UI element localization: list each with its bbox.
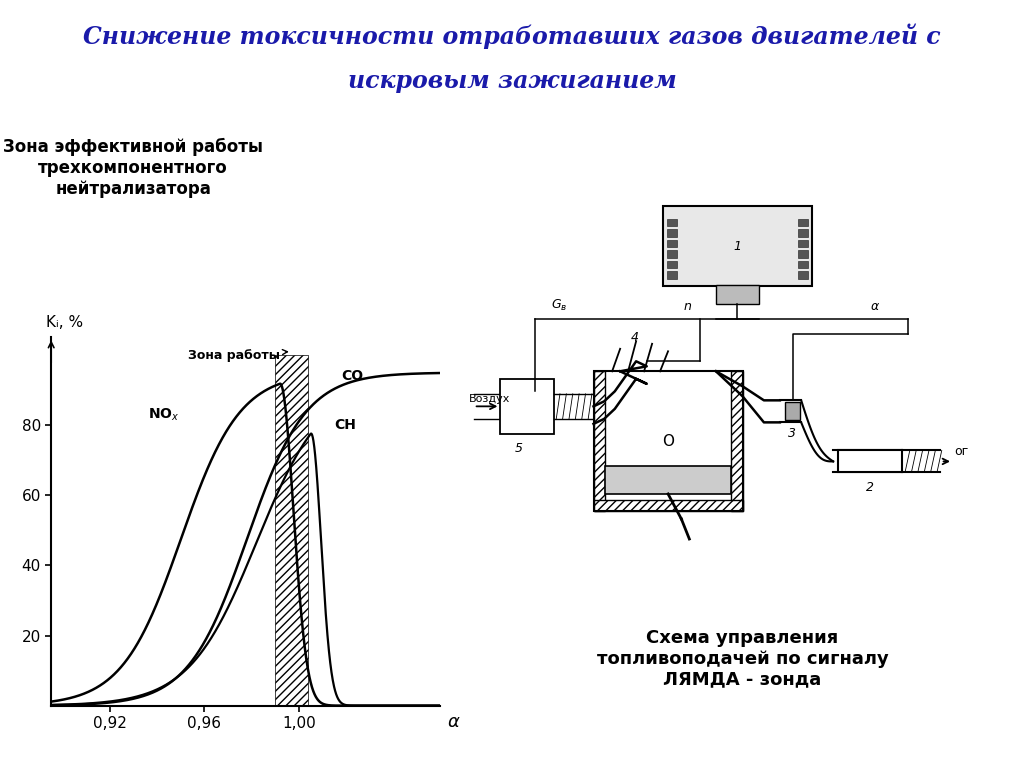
- Bar: [594, 371, 742, 512]
- Text: 5: 5: [515, 443, 523, 456]
- Bar: [667, 272, 677, 278]
- Bar: [798, 261, 808, 268]
- Text: Зона работы: Зона работы: [188, 348, 288, 361]
- Text: 4: 4: [631, 331, 639, 344]
- Bar: [667, 229, 677, 237]
- Text: 2: 2: [866, 482, 874, 495]
- Text: искровым зажиганием: искровым зажиганием: [347, 69, 677, 93]
- Bar: [594, 500, 742, 512]
- Bar: [501, 379, 554, 434]
- Text: n: n: [684, 300, 692, 313]
- Bar: [731, 371, 742, 512]
- Text: Снижение токсичности отработавших газов двигателей с: Снижение токсичности отработавших газов …: [83, 23, 941, 48]
- Text: Зона эффективной работы
трехкомпонентного
нейтрализатора: Зона эффективной работы трехкомпонентног…: [3, 138, 263, 198]
- Text: α: α: [447, 713, 460, 731]
- Text: Воздух: Воздух: [468, 393, 510, 404]
- Text: Kᵢ, %: Kᵢ, %: [46, 315, 84, 331]
- Bar: [798, 250, 808, 258]
- Bar: [798, 272, 808, 278]
- Bar: [785, 403, 800, 420]
- Text: CO: CO: [341, 369, 364, 383]
- Bar: [667, 239, 677, 247]
- Text: NO$_x$: NO$_x$: [147, 407, 179, 423]
- Bar: [667, 219, 677, 226]
- Bar: [716, 285, 759, 304]
- Text: α: α: [870, 300, 879, 313]
- Bar: [667, 261, 677, 268]
- Bar: [839, 450, 902, 472]
- Text: $G_в$: $G_в$: [551, 298, 567, 313]
- Text: O: O: [663, 434, 674, 449]
- Bar: [663, 206, 812, 286]
- Bar: [594, 371, 605, 512]
- Bar: [798, 219, 808, 226]
- Bar: [798, 239, 808, 247]
- Text: 1: 1: [733, 239, 741, 252]
- Bar: [667, 250, 677, 258]
- Text: 3: 3: [787, 427, 796, 440]
- Bar: [605, 466, 731, 494]
- Text: Схема управления
топливоподачей по сигналу
ЛЯМДА - зонда: Схема управления топливоподачей по сигна…: [597, 629, 888, 689]
- Bar: [798, 229, 808, 237]
- Text: CH: CH: [334, 418, 356, 432]
- Text: ог: ог: [954, 446, 969, 459]
